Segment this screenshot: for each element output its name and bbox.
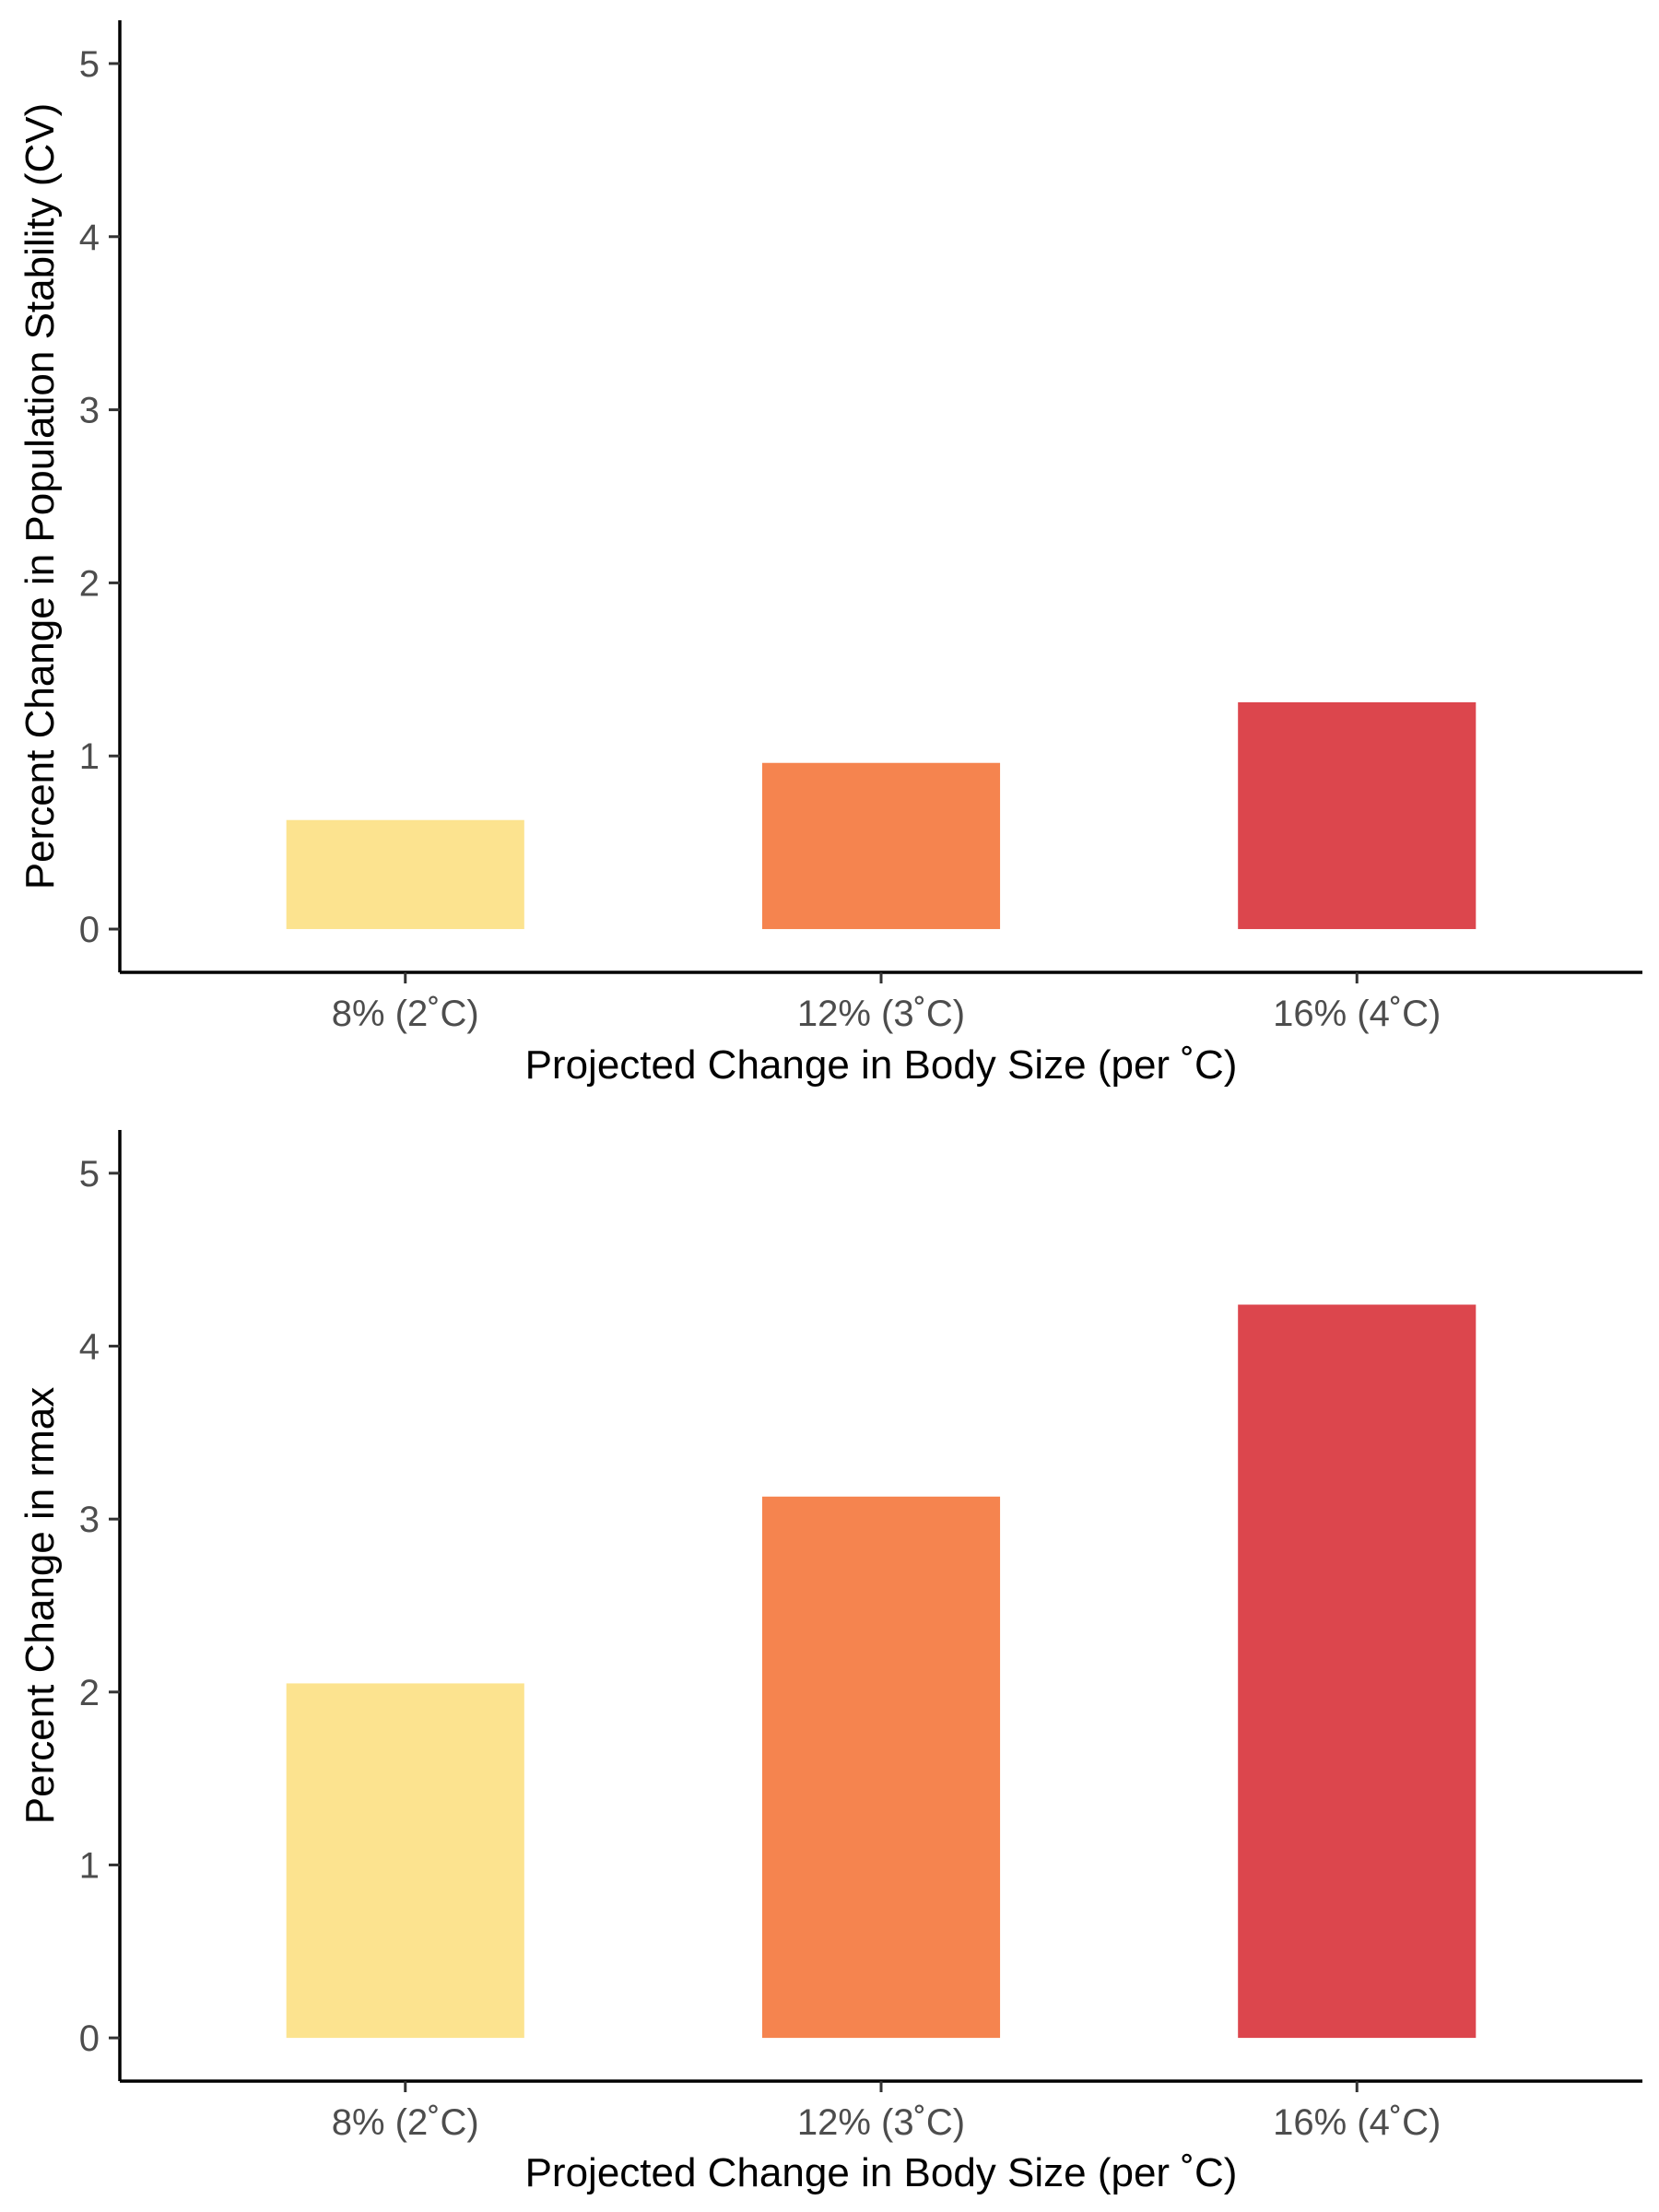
- x-tick-label: 12% (3˚C): [797, 994, 965, 1034]
- stability-chart-panel: 0 1 2 3 4 5 8% (2˚C) 12% (3˚C) 16% (4˚C) Projecte…: [18, 20, 1642, 1088]
- y-axis-title: Percent Change in rmax: [18, 1387, 63, 1824]
- x-tick-label: 8% (2˚C): [332, 2102, 479, 2143]
- bar-3: [1238, 1304, 1477, 2039]
- y-tick-label: 4: [79, 218, 100, 258]
- y-tick-label: 2: [79, 1673, 100, 1713]
- y-tick-label: 5: [79, 1154, 100, 1194]
- y-tick-label: 3: [79, 391, 100, 431]
- x-tick-label: 16% (4˚C): [1273, 994, 1441, 1034]
- y-axis-title: Percent Change in Population Stability (…: [18, 103, 63, 890]
- bar-3: [1238, 702, 1477, 930]
- y-tick-label: 1: [79, 1845, 100, 1886]
- y-tick-label: 3: [79, 1500, 100, 1540]
- bar-1: [286, 1683, 524, 2039]
- y-tick-label: 0: [79, 910, 100, 950]
- y-tick-label: 0: [79, 2018, 100, 2059]
- x-tick-label: 12% (3˚C): [797, 2102, 965, 2143]
- rmax-chart-panel: 0 1 2 3 4 5 8% (2˚C) 12% (3˚C) 16% (4˚C) Projecte…: [18, 1130, 1642, 2195]
- x-tick-label: 16% (4˚C): [1273, 2102, 1441, 2143]
- x-axis-title: Projected Change in Body Size (per ˚C): [525, 2150, 1238, 2195]
- y-tick-label: 4: [79, 1327, 100, 1368]
- x-axis-title: Projected Change in Body Size (per ˚C): [525, 1042, 1238, 1088]
- bar-2: [761, 1496, 1001, 2039]
- y-tick-label: 1: [79, 736, 100, 777]
- y-tick-label: 2: [79, 563, 100, 604]
- bar-2: [761, 762, 1001, 930]
- bar-1: [286, 819, 524, 930]
- x-tick-label: 8% (2˚C): [332, 994, 479, 1034]
- y-tick-label: 5: [79, 44, 100, 85]
